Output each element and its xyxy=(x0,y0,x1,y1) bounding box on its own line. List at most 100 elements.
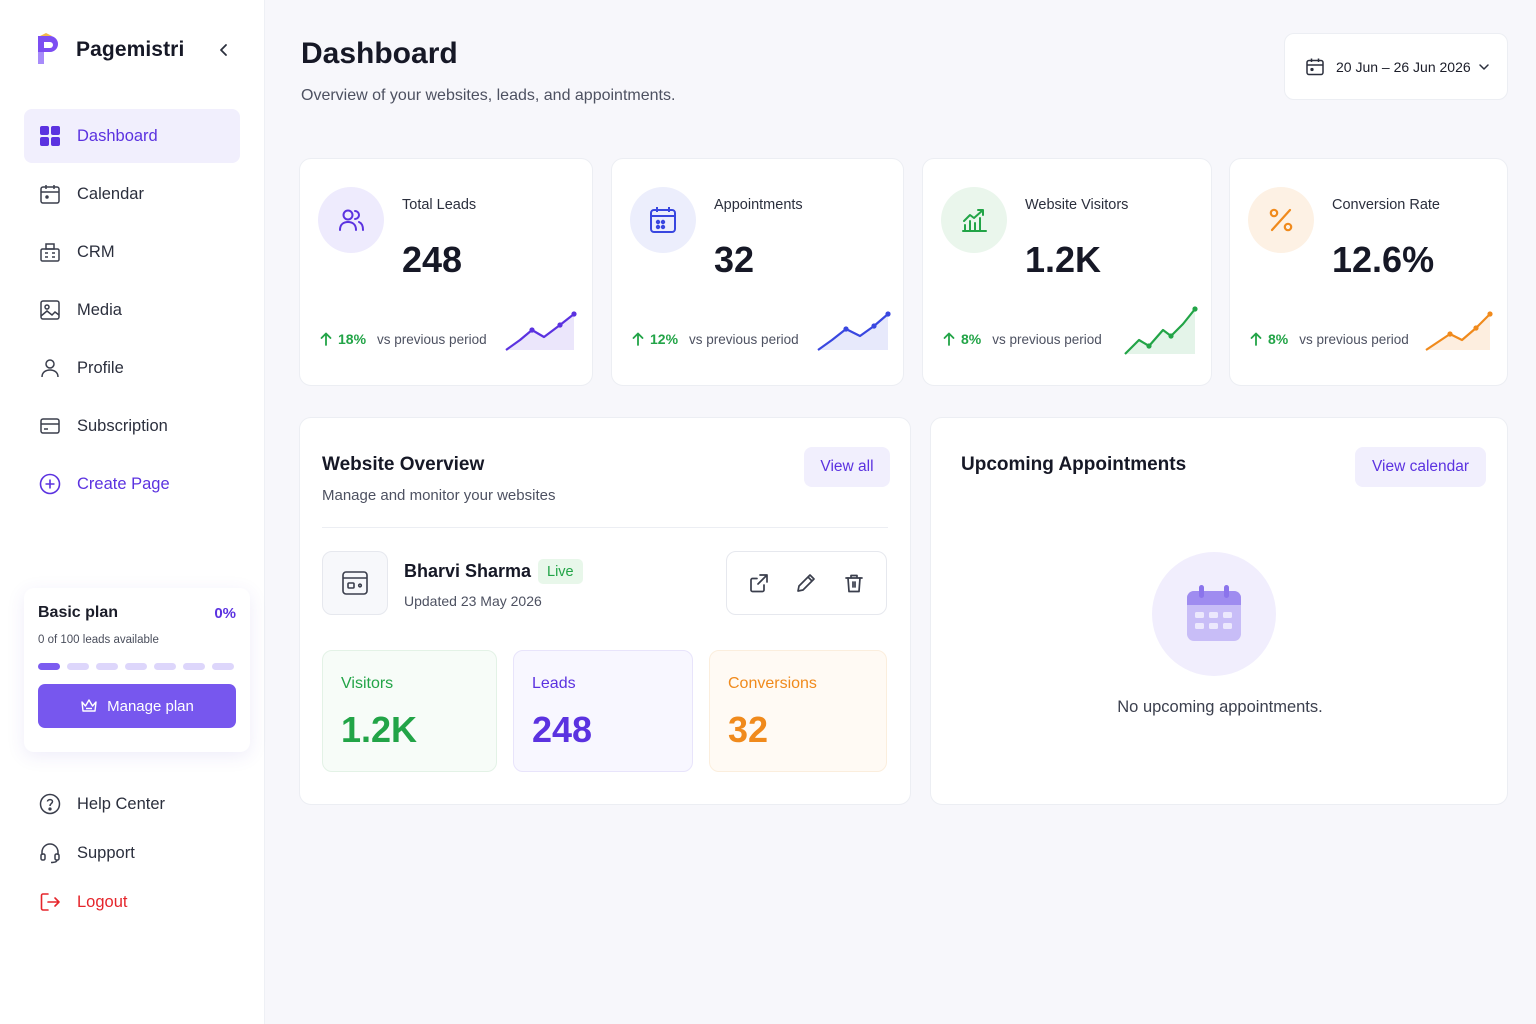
empty-calendar-illustration xyxy=(1152,552,1276,676)
sidebar-nav: Dashboard Calendar CRM Media Profile xyxy=(24,109,240,515)
arrow-up-icon xyxy=(1250,332,1262,346)
logo-icon xyxy=(38,33,58,64)
arrow-up-icon xyxy=(632,332,644,346)
progress-segment xyxy=(125,663,147,670)
progress-segment xyxy=(154,663,176,670)
plan-usage-text: 0 of 100 leads available xyxy=(38,634,159,646)
stat-trend: 8% vs previous period xyxy=(1250,331,1409,347)
metric-label: Visitors xyxy=(341,675,394,692)
sidebar-bottom-nav: Help Center Support Logout xyxy=(24,780,240,927)
website-name[interactable]: Bharvi Sharma xyxy=(404,561,532,581)
panel-subtitle: Manage and monitor your websites xyxy=(322,487,556,504)
sidebar-item-label: Logout xyxy=(77,892,128,911)
sidebar-item-label: Help Center xyxy=(77,794,166,813)
website-updated: Updated 23 May 2026 xyxy=(404,593,542,609)
view-calendar-button[interactable]: View calendar xyxy=(1355,447,1486,487)
progress-segment xyxy=(183,663,205,670)
stat-compare: vs previous period xyxy=(992,331,1102,347)
plan-card: Basic plan 0% 0 of 100 leads available M… xyxy=(24,588,250,752)
manage-plan-button[interactable]: Manage plan xyxy=(38,684,236,728)
sidebar-item-calendar[interactable]: Calendar xyxy=(24,167,240,221)
sidebar-item-label: Support xyxy=(77,843,135,862)
sidebar: Pagemistri Dashboard Calendar CRM xyxy=(0,0,265,1024)
manage-plan-label: Manage plan xyxy=(107,697,194,715)
plus-circle-icon xyxy=(38,472,62,496)
metric-label: Leads xyxy=(532,675,576,692)
stat-trend: 8% vs previous period xyxy=(943,331,1102,347)
sidebar-item-crm[interactable]: CRM xyxy=(24,225,240,279)
sidebar-item-media[interactable]: Media xyxy=(24,283,240,337)
chart-up-icon xyxy=(941,187,1007,253)
calendar-icon xyxy=(38,182,62,206)
metric-card-conversions: Conversions 32 xyxy=(709,650,887,772)
sidebar-item-label: Profile xyxy=(77,358,124,377)
crm-building-icon xyxy=(38,240,62,264)
arrow-up-icon xyxy=(943,332,955,346)
grid-icon xyxy=(38,124,62,148)
stat-label: Website Visitors xyxy=(1025,197,1129,213)
sidebar-item-create-page[interactable]: Create Page xyxy=(24,457,240,511)
sidebar-item-label: Create Page xyxy=(77,474,170,493)
sparkline-total-leads xyxy=(505,311,577,351)
divider xyxy=(322,527,888,528)
image-icon xyxy=(38,298,62,322)
sidebar-item-dashboard[interactable]: Dashboard xyxy=(24,109,240,163)
sparkline-website-visitors xyxy=(1124,306,1198,355)
sidebar-item-help-center[interactable]: Help Center xyxy=(24,780,240,828)
sidebar-item-label: CRM xyxy=(77,242,115,261)
stat-card-total-leads: Total Leads 248 18% vs previous period xyxy=(299,158,593,386)
edit-button[interactable] xyxy=(789,566,823,600)
plan-usage-percent: 0% xyxy=(214,604,236,622)
stat-change: 12% xyxy=(650,331,679,347)
external-link-icon xyxy=(749,574,768,593)
users-icon xyxy=(318,187,384,253)
stat-compare: vs previous period xyxy=(689,331,799,347)
delete-button[interactable] xyxy=(837,566,871,600)
stat-value: 1.2K xyxy=(1025,239,1102,280)
open-external-button[interactable] xyxy=(742,566,776,600)
website-overview-panel: Website Overview Manage and monitor your… xyxy=(299,417,911,805)
stat-change: 8% xyxy=(1268,331,1289,347)
sidebar-item-label: Dashboard xyxy=(77,126,158,145)
brand[interactable]: Pagemistri xyxy=(34,32,184,68)
collapse-sidebar-button[interactable] xyxy=(212,38,236,62)
date-range-picker[interactable]: 20 Jun – 26 Jun 2026 xyxy=(1284,33,1508,100)
stat-label: Appointments xyxy=(714,197,803,213)
brand-name: Pagemistri xyxy=(76,38,185,61)
stat-compare: vs previous period xyxy=(377,331,487,347)
progress-segment xyxy=(212,663,234,670)
sidebar-item-label: Calendar xyxy=(77,184,144,203)
metric-value: 32 xyxy=(728,709,769,750)
stat-label: Conversion Rate xyxy=(1332,197,1440,213)
stat-value: 32 xyxy=(714,239,755,280)
calendar-icon xyxy=(630,187,696,253)
sidebar-item-label: Media xyxy=(77,300,122,319)
stat-change: 18% xyxy=(338,331,367,347)
metric-value: 248 xyxy=(532,709,593,750)
chevron-down-icon xyxy=(1477,60,1491,74)
sidebar-item-label: Subscription xyxy=(77,416,168,435)
status-badge: Live xyxy=(538,559,583,584)
trash-icon xyxy=(845,574,863,593)
sidebar-item-support[interactable]: Support xyxy=(24,829,240,877)
arrow-up-icon xyxy=(320,332,332,346)
progress-segment xyxy=(96,663,118,670)
stat-compare: vs previous period xyxy=(1299,331,1409,347)
view-all-button[interactable]: View all xyxy=(804,447,890,487)
metric-card-leads: Leads 248 xyxy=(513,650,693,772)
page-subtitle: Overview of your websites, leads, and ap… xyxy=(301,87,676,104)
stat-trend: 18% vs previous period xyxy=(320,331,487,347)
metric-label: Conversions xyxy=(728,675,817,692)
stat-card-appointments: Appointments 32 12% vs previous period xyxy=(611,158,904,386)
website-icon xyxy=(322,551,388,615)
progress-segment xyxy=(38,663,60,670)
sidebar-item-subscription[interactable]: Subscription xyxy=(24,399,240,453)
pencil-icon xyxy=(797,574,816,592)
percent-icon xyxy=(1248,187,1314,253)
logout-icon xyxy=(38,890,62,914)
sidebar-item-profile[interactable]: Profile xyxy=(24,341,240,395)
sparkline-appointments xyxy=(817,311,891,351)
sidebar-item-logout[interactable]: Logout xyxy=(24,878,240,926)
calendar-icon xyxy=(1187,585,1241,641)
stat-value: 248 xyxy=(402,239,463,280)
